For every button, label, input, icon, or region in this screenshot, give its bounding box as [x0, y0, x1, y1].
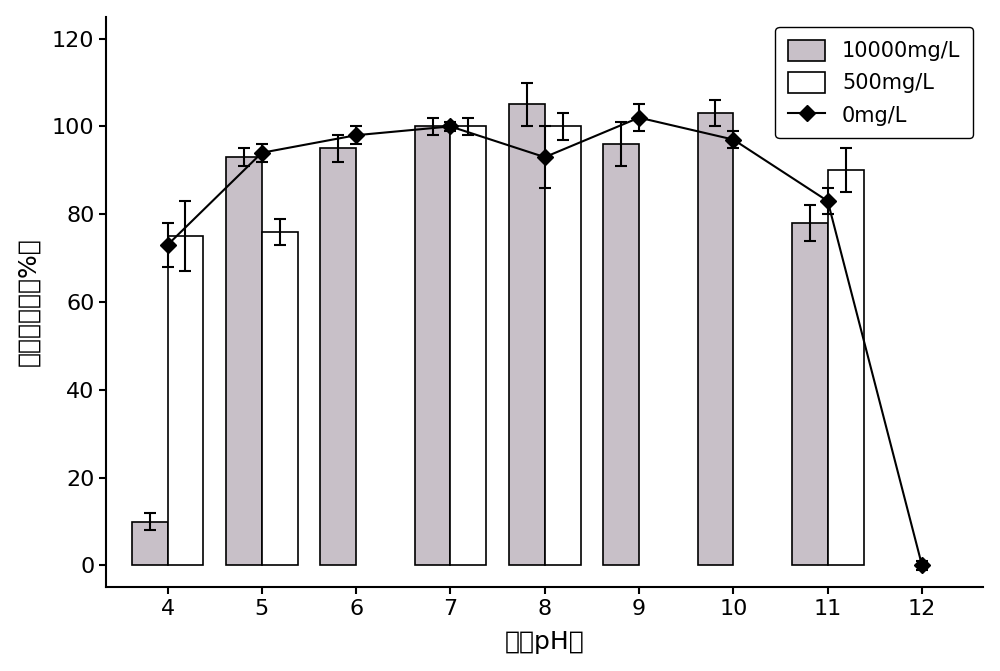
- Bar: [698, 113, 733, 566]
- Bar: [320, 148, 356, 566]
- Bar: [603, 144, 639, 566]
- Bar: [226, 157, 262, 566]
- Bar: [828, 170, 864, 566]
- Legend: 10000mg/L, 500mg/L, 0mg/L: 10000mg/L, 500mg/L, 0mg/L: [775, 27, 973, 138]
- Y-axis label: 相对抜制率（%）: 相对抜制率（%）: [17, 238, 41, 366]
- Bar: [415, 126, 450, 566]
- Bar: [509, 105, 545, 566]
- Bar: [545, 126, 581, 566]
- Bar: [132, 521, 168, 566]
- Bar: [168, 236, 203, 566]
- X-axis label: 不同pH値: 不同pH値: [505, 630, 585, 654]
- Bar: [792, 223, 828, 566]
- Bar: [262, 231, 298, 566]
- Bar: [450, 126, 486, 566]
